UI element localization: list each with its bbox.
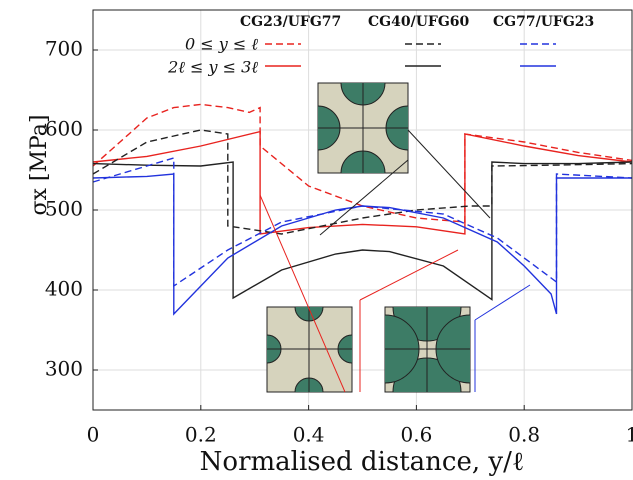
legend: CG23/UFG77 CG40/UFG60 CG77/UFG23 0 ≤ y ≤… <box>167 14 594 77</box>
legend-header: CG77/UFG23 <box>493 14 594 30</box>
legend-row: 0 ≤ y ≤ ℓ <box>185 35 258 54</box>
x-tick-label: 0.4 <box>293 423 325 447</box>
x-tick-label: 0 <box>87 423 100 447</box>
y-tick-label: 500 <box>45 197 83 221</box>
x-tick-label: 0.6 <box>400 423 432 447</box>
x-tick-label: 1 <box>626 423 633 447</box>
x-axis-label: Normalised distance, y/ℓ <box>200 447 525 477</box>
series-line <box>92 173 632 316</box>
x-tick-label: 0.8 <box>508 423 540 447</box>
series-line <box>92 103 633 223</box>
y-axis-label: σx [MPa] <box>27 114 52 215</box>
y-tick-label: 300 <box>45 357 83 381</box>
y-tick-label: 700 <box>45 37 83 61</box>
legend-header: CG40/UFG60 <box>368 14 470 30</box>
series-line <box>92 161 633 301</box>
y-tick-label: 600 <box>45 117 83 141</box>
series-line <box>92 130 633 235</box>
inset-left <box>266 306 353 393</box>
lines <box>92 103 633 316</box>
inset-top <box>317 82 409 174</box>
y-tick-label: 400 <box>45 277 83 301</box>
arrows <box>259 129 531 393</box>
legend-row: 2ℓ ≤ y ≤ 3ℓ <box>167 58 258 77</box>
x-tick-label: 0.2 <box>185 423 217 447</box>
inset-right <box>384 306 471 393</box>
legend-header: CG23/UFG77 <box>240 14 341 30</box>
